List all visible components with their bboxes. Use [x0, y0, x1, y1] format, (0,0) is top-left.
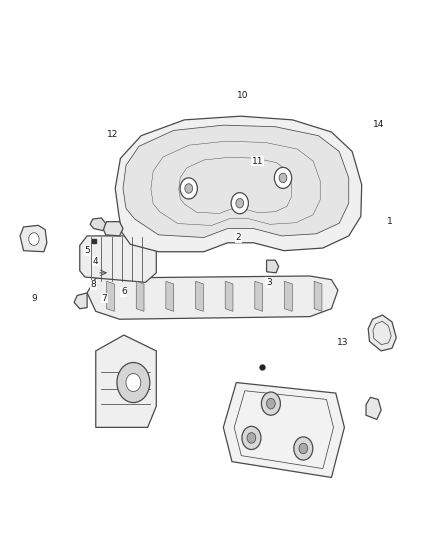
Circle shape — [261, 392, 280, 415]
Circle shape — [231, 192, 248, 214]
Polygon shape — [166, 281, 173, 311]
Text: 5: 5 — [84, 246, 90, 255]
Circle shape — [185, 184, 193, 193]
Text: 4: 4 — [93, 257, 99, 266]
Polygon shape — [123, 125, 349, 238]
Polygon shape — [90, 218, 106, 231]
Circle shape — [242, 426, 261, 449]
Circle shape — [299, 443, 307, 454]
Circle shape — [236, 198, 244, 208]
Polygon shape — [80, 236, 156, 282]
Polygon shape — [87, 276, 338, 319]
Text: 12: 12 — [107, 130, 119, 139]
Circle shape — [279, 173, 287, 183]
Circle shape — [274, 167, 292, 189]
Polygon shape — [368, 315, 396, 351]
Text: 1: 1 — [387, 217, 393, 226]
Polygon shape — [223, 383, 344, 478]
Circle shape — [267, 398, 275, 409]
Polygon shape — [366, 397, 381, 419]
Polygon shape — [225, 281, 233, 311]
Text: 11: 11 — [252, 157, 264, 166]
Polygon shape — [20, 225, 47, 252]
Text: 2: 2 — [236, 233, 241, 242]
Text: 9: 9 — [31, 294, 37, 303]
Circle shape — [294, 437, 313, 460]
Text: 10: 10 — [237, 91, 248, 100]
Text: 14: 14 — [373, 119, 385, 128]
Text: 13: 13 — [336, 338, 348, 348]
Text: 7: 7 — [102, 294, 107, 303]
Circle shape — [117, 362, 150, 402]
Polygon shape — [115, 116, 362, 252]
Polygon shape — [314, 281, 322, 311]
Circle shape — [29, 233, 39, 245]
Text: 6: 6 — [121, 287, 127, 296]
Text: 8: 8 — [91, 280, 96, 289]
Polygon shape — [285, 281, 292, 311]
Text: 3: 3 — [266, 278, 272, 287]
Circle shape — [247, 433, 256, 443]
Polygon shape — [74, 293, 87, 309]
Circle shape — [126, 374, 141, 392]
Polygon shape — [267, 260, 279, 273]
Polygon shape — [195, 281, 203, 311]
Polygon shape — [103, 222, 123, 236]
Polygon shape — [96, 335, 156, 427]
Polygon shape — [255, 281, 263, 311]
Polygon shape — [136, 281, 144, 311]
Polygon shape — [106, 281, 114, 311]
Circle shape — [180, 178, 198, 199]
